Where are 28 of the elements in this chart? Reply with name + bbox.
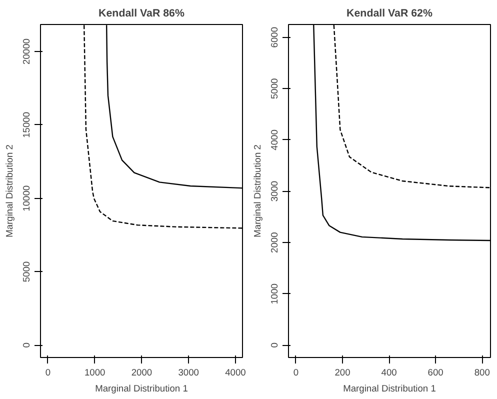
x-tick-label: 3000 <box>178 368 199 378</box>
x-tick-label: 1000 <box>84 368 106 378</box>
y-tick-label: 20000 <box>22 38 32 64</box>
chart-title: Kendall VaR 62% <box>346 8 433 20</box>
x-tick-label: 4000 <box>225 368 246 378</box>
y-tick-label: 15000 <box>22 112 32 138</box>
y-axis-title: Marginal Distribution 2 <box>252 144 262 238</box>
y-tick-label: 5000 <box>22 261 32 282</box>
y-tick-label: 6000 <box>270 26 280 48</box>
y-tick-label: 2000 <box>270 232 280 253</box>
y-tick-label: 3000 <box>270 180 280 202</box>
x-tick-label: 0 <box>293 368 299 378</box>
x-tick-label: 200 <box>334 368 350 378</box>
y-tick-label: 1000 <box>270 283 280 304</box>
y-tick-label: 0 <box>22 342 32 348</box>
y-tick-label: 5000 <box>270 78 280 100</box>
x-axis-title: Marginal Distribution 1 <box>95 384 188 394</box>
y-axis-title: Marginal Distribution 2 <box>4 144 14 238</box>
x-tick-label: 800 <box>474 368 490 378</box>
y-tick-label: 0 <box>270 342 280 348</box>
y-tick-label: 4000 <box>270 130 280 150</box>
x-axis-title: Marginal Distribution 1 <box>343 384 436 394</box>
chart-title: Kendall VaR 86% <box>98 8 185 20</box>
x-tick-label: 2000 <box>131 368 152 378</box>
x-tick-label: 600 <box>428 368 444 378</box>
x-tick-label: 400 <box>381 368 397 378</box>
x-tick-label: 0 <box>45 368 51 378</box>
y-tick-label: 10000 <box>22 185 32 212</box>
